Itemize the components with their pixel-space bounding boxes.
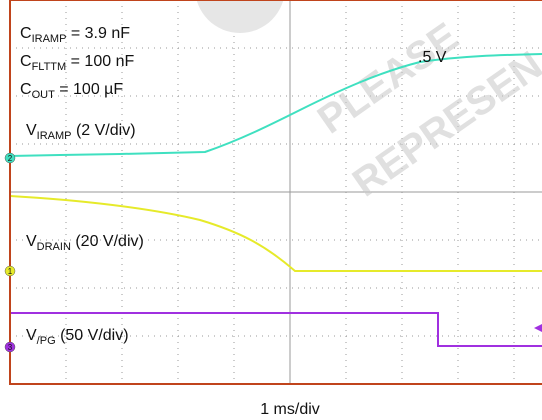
trace-iramp [9,53,542,157]
channel-number: 3 [8,343,13,352]
label-subscript: /PG [37,335,56,347]
trace-drain [9,195,542,272]
label-subscript: FLTTM [32,61,67,73]
label-symbol: V [26,122,37,139]
label: VIRAMP (2 V/div) [26,122,136,142]
label-text: = 100 µF [55,81,124,98]
label-symbol: V [26,327,37,344]
label-subscript: IRAMP [37,130,72,142]
channel-marker [4,152,16,164]
watermark-disc [196,0,284,33]
label: V/PG (50 V/div) [26,327,129,347]
label-symbol: C [20,25,32,42]
label-subscript: DRAIN [37,241,71,253]
label-symbol: C [20,53,32,70]
label: VDRAIN (20 V/div) [26,233,144,253]
label-text: = 3.9 nF [66,25,130,42]
plot-frame [9,0,542,385]
channel-number: 2 [8,154,13,163]
label-subscript: IRAMP [32,33,67,45]
level-fragment: .5 V [418,49,447,66]
channel-marker [4,341,16,353]
label-symbol: C [20,81,32,98]
time-scale: 1 ms/div [260,401,320,418]
label: CIRAMP = 3.9 nF [20,25,130,45]
trigger-arrow [534,324,542,332]
label-subscript: OUT [32,89,56,101]
label-text: (20 V/div) [71,233,144,250]
label-symbol: V [26,233,37,250]
label: COUT = 100 µF [20,81,123,101]
trace-pg [10,312,542,347]
channel-number: 1 [8,267,13,276]
grid [10,0,542,384]
label: CFLTTM = 100 nF [20,53,134,73]
label-text: (50 V/div) [56,327,129,344]
label-text: = 100 nF [66,53,134,70]
label-text: (2 V/div) [72,122,136,139]
channel-marker [4,265,16,277]
